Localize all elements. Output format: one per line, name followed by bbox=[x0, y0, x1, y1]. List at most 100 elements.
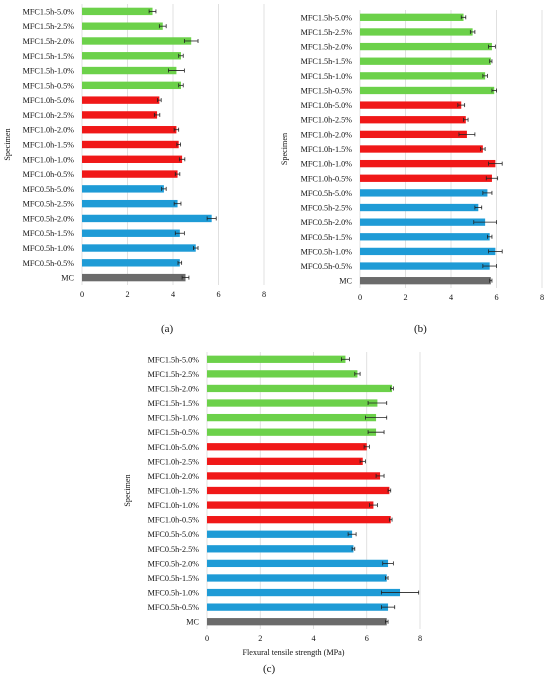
y-tick-label: MFC1.0h-1.5% bbox=[301, 145, 353, 154]
y-tick-label: MFC1.0h-5.0% bbox=[148, 443, 200, 452]
bar bbox=[82, 244, 196, 252]
y-tick-label: MFC0.5h-2.0% bbox=[148, 559, 200, 568]
y-tick-label: MFC1.5h-1.0% bbox=[301, 72, 353, 81]
x-tick-label: 2 bbox=[403, 293, 407, 302]
y-tick-label: MFC1.0h-1.5% bbox=[23, 141, 75, 150]
y-tick-label: MFC1.0h-2.5% bbox=[148, 457, 200, 466]
y-tick-label: MFC1.5h-5.0% bbox=[301, 13, 353, 22]
y-tick-label: MFC1.5h-0.5% bbox=[301, 86, 353, 95]
chart-c-svg: 0 2 4 6 8 MFC1.5h-5.0% MFC1.5h-2.5% MFC1.5h-2.0… bbox=[123, 352, 422, 657]
y-axis-label: Specimen bbox=[123, 474, 132, 506]
bar bbox=[207, 413, 377, 422]
bar bbox=[360, 203, 479, 212]
y-tick-label: MFC1.5h-1.0% bbox=[23, 67, 75, 76]
x-tick-label: 6 bbox=[494, 293, 498, 302]
y-tick-label: MFC1.0h-2.0% bbox=[23, 126, 75, 135]
bar bbox=[82, 273, 186, 282]
x-tick-label: 2 bbox=[258, 634, 262, 643]
bar bbox=[360, 189, 488, 197]
y-tick-label: MFC1.5h-2.5% bbox=[148, 370, 200, 379]
bar bbox=[360, 262, 490, 270]
bar bbox=[360, 116, 466, 124]
y-tick-label: MFC1.5h-2.0% bbox=[148, 384, 200, 393]
bar bbox=[360, 101, 462, 109]
bar bbox=[360, 233, 490, 241]
y-tick-label: MFC0.5h-2.0% bbox=[23, 214, 75, 223]
bar bbox=[207, 399, 378, 407]
bar bbox=[360, 277, 491, 285]
chart-panel-b: 0 2 4 6 8 MFC1.5h-5.0% MFC1.5h-2.5% MFC1.5h-2.0… bbox=[275, 0, 550, 335]
bar bbox=[207, 457, 363, 465]
x-tick-label: 6 bbox=[365, 634, 369, 643]
y-tick-label: MFC1.5h-0.5% bbox=[148, 428, 200, 437]
bar bbox=[360, 159, 496, 168]
panel-label-a: (a) bbox=[161, 323, 174, 335]
bar bbox=[207, 588, 401, 597]
y-tick-label: MFC1.0h-0.5% bbox=[148, 516, 200, 525]
y-tick-label: MFC0.5h-1.5% bbox=[301, 233, 353, 242]
bar bbox=[360, 42, 492, 51]
x-tick-label: 4 bbox=[171, 290, 175, 299]
bar bbox=[207, 428, 377, 436]
y-tick-label: MFC1.5h-1.5% bbox=[23, 52, 75, 61]
y-tick-label: MFC1.0h-0.5% bbox=[23, 170, 75, 179]
y-tick-label: MFC1.5h-1.5% bbox=[148, 399, 200, 408]
bar bbox=[360, 218, 486, 226]
chart-panel-c: 0 2 4 6 8 MFC1.5h-5.0% MFC1.5h-2.5% MFC1.5h-2.0… bbox=[112, 345, 442, 678]
x-tick-label: 8 bbox=[540, 293, 544, 302]
bar bbox=[82, 259, 180, 267]
bar bbox=[82, 7, 153, 16]
bar bbox=[82, 52, 181, 60]
y-tick-label: MFC0.5h-1.5% bbox=[23, 229, 75, 238]
bar bbox=[82, 199, 178, 208]
y-tick-label: MC bbox=[186, 618, 199, 627]
x-tick-label: 0 bbox=[205, 634, 209, 643]
bar bbox=[82, 185, 164, 193]
y-tick-label: MFC0.5h-2.0% bbox=[301, 218, 353, 227]
y-tick-label: MFC0.5h-5.0% bbox=[23, 185, 75, 194]
x-axis-label: Flexural tensile strength (MPa) bbox=[242, 648, 344, 657]
panel-label-b: (b) bbox=[414, 323, 427, 335]
bar bbox=[82, 126, 177, 134]
x-tick-label: 8 bbox=[418, 634, 422, 643]
bar bbox=[82, 229, 180, 237]
y-tick-label: MFC1.5h-2.5% bbox=[301, 28, 353, 37]
bar bbox=[82, 37, 192, 45]
y-tick-label: MC bbox=[339, 277, 352, 286]
y-tick-label: MFC0.5h-0.5% bbox=[23, 259, 75, 268]
y-tick-label: MFC0.5h-1.0% bbox=[301, 247, 353, 256]
y-axis-label: Specimen bbox=[280, 133, 289, 165]
y-tick-label: MFC0.5h-2.5% bbox=[23, 200, 75, 209]
y-tick-label: MFC1.5h-2.5% bbox=[23, 22, 75, 31]
y-tick-label: MFC1.0h-0.5% bbox=[301, 174, 353, 183]
y-tick-label: MFC1.5h-5.0% bbox=[23, 7, 75, 16]
y-tick-label: MFC0.5h-1.0% bbox=[23, 244, 75, 253]
bar bbox=[207, 545, 354, 553]
bar bbox=[82, 111, 158, 119]
bar bbox=[82, 140, 179, 149]
bar bbox=[207, 516, 391, 524]
bar bbox=[360, 86, 495, 95]
bar bbox=[82, 66, 177, 75]
x-tick-label: 4 bbox=[311, 634, 315, 643]
bar bbox=[207, 530, 353, 538]
bar bbox=[207, 443, 367, 451]
x-tick-label: 0 bbox=[80, 290, 84, 299]
y-tick-label: MFC0.5h-2.5% bbox=[148, 545, 200, 554]
y-tick-label: MFC0.5h-1.0% bbox=[148, 589, 200, 598]
y-tick-label: MFC0.5h-2.5% bbox=[301, 204, 353, 213]
bar bbox=[360, 57, 491, 65]
x-tick-label: 4 bbox=[449, 293, 453, 302]
y-tick-label: MFC1.0h-1.0% bbox=[148, 501, 200, 510]
y-tick-label: MFC1.0h-1.5% bbox=[148, 487, 200, 496]
bar bbox=[360, 72, 486, 80]
bar bbox=[207, 370, 358, 378]
chart-panel-a: 0 2 4 6 8 MFC1.5h-5.0% MFC1.5h-2.5% MFC1.5h-2.0… bbox=[0, 0, 275, 335]
bar bbox=[207, 618, 387, 626]
bar bbox=[82, 81, 181, 90]
x-tick-label: 2 bbox=[125, 290, 129, 299]
y-tick-label: MFC1.5h-2.0% bbox=[23, 37, 75, 46]
y-tick-label: MC bbox=[61, 274, 74, 283]
x-tick-label: 6 bbox=[216, 290, 220, 299]
bar bbox=[82, 22, 163, 30]
